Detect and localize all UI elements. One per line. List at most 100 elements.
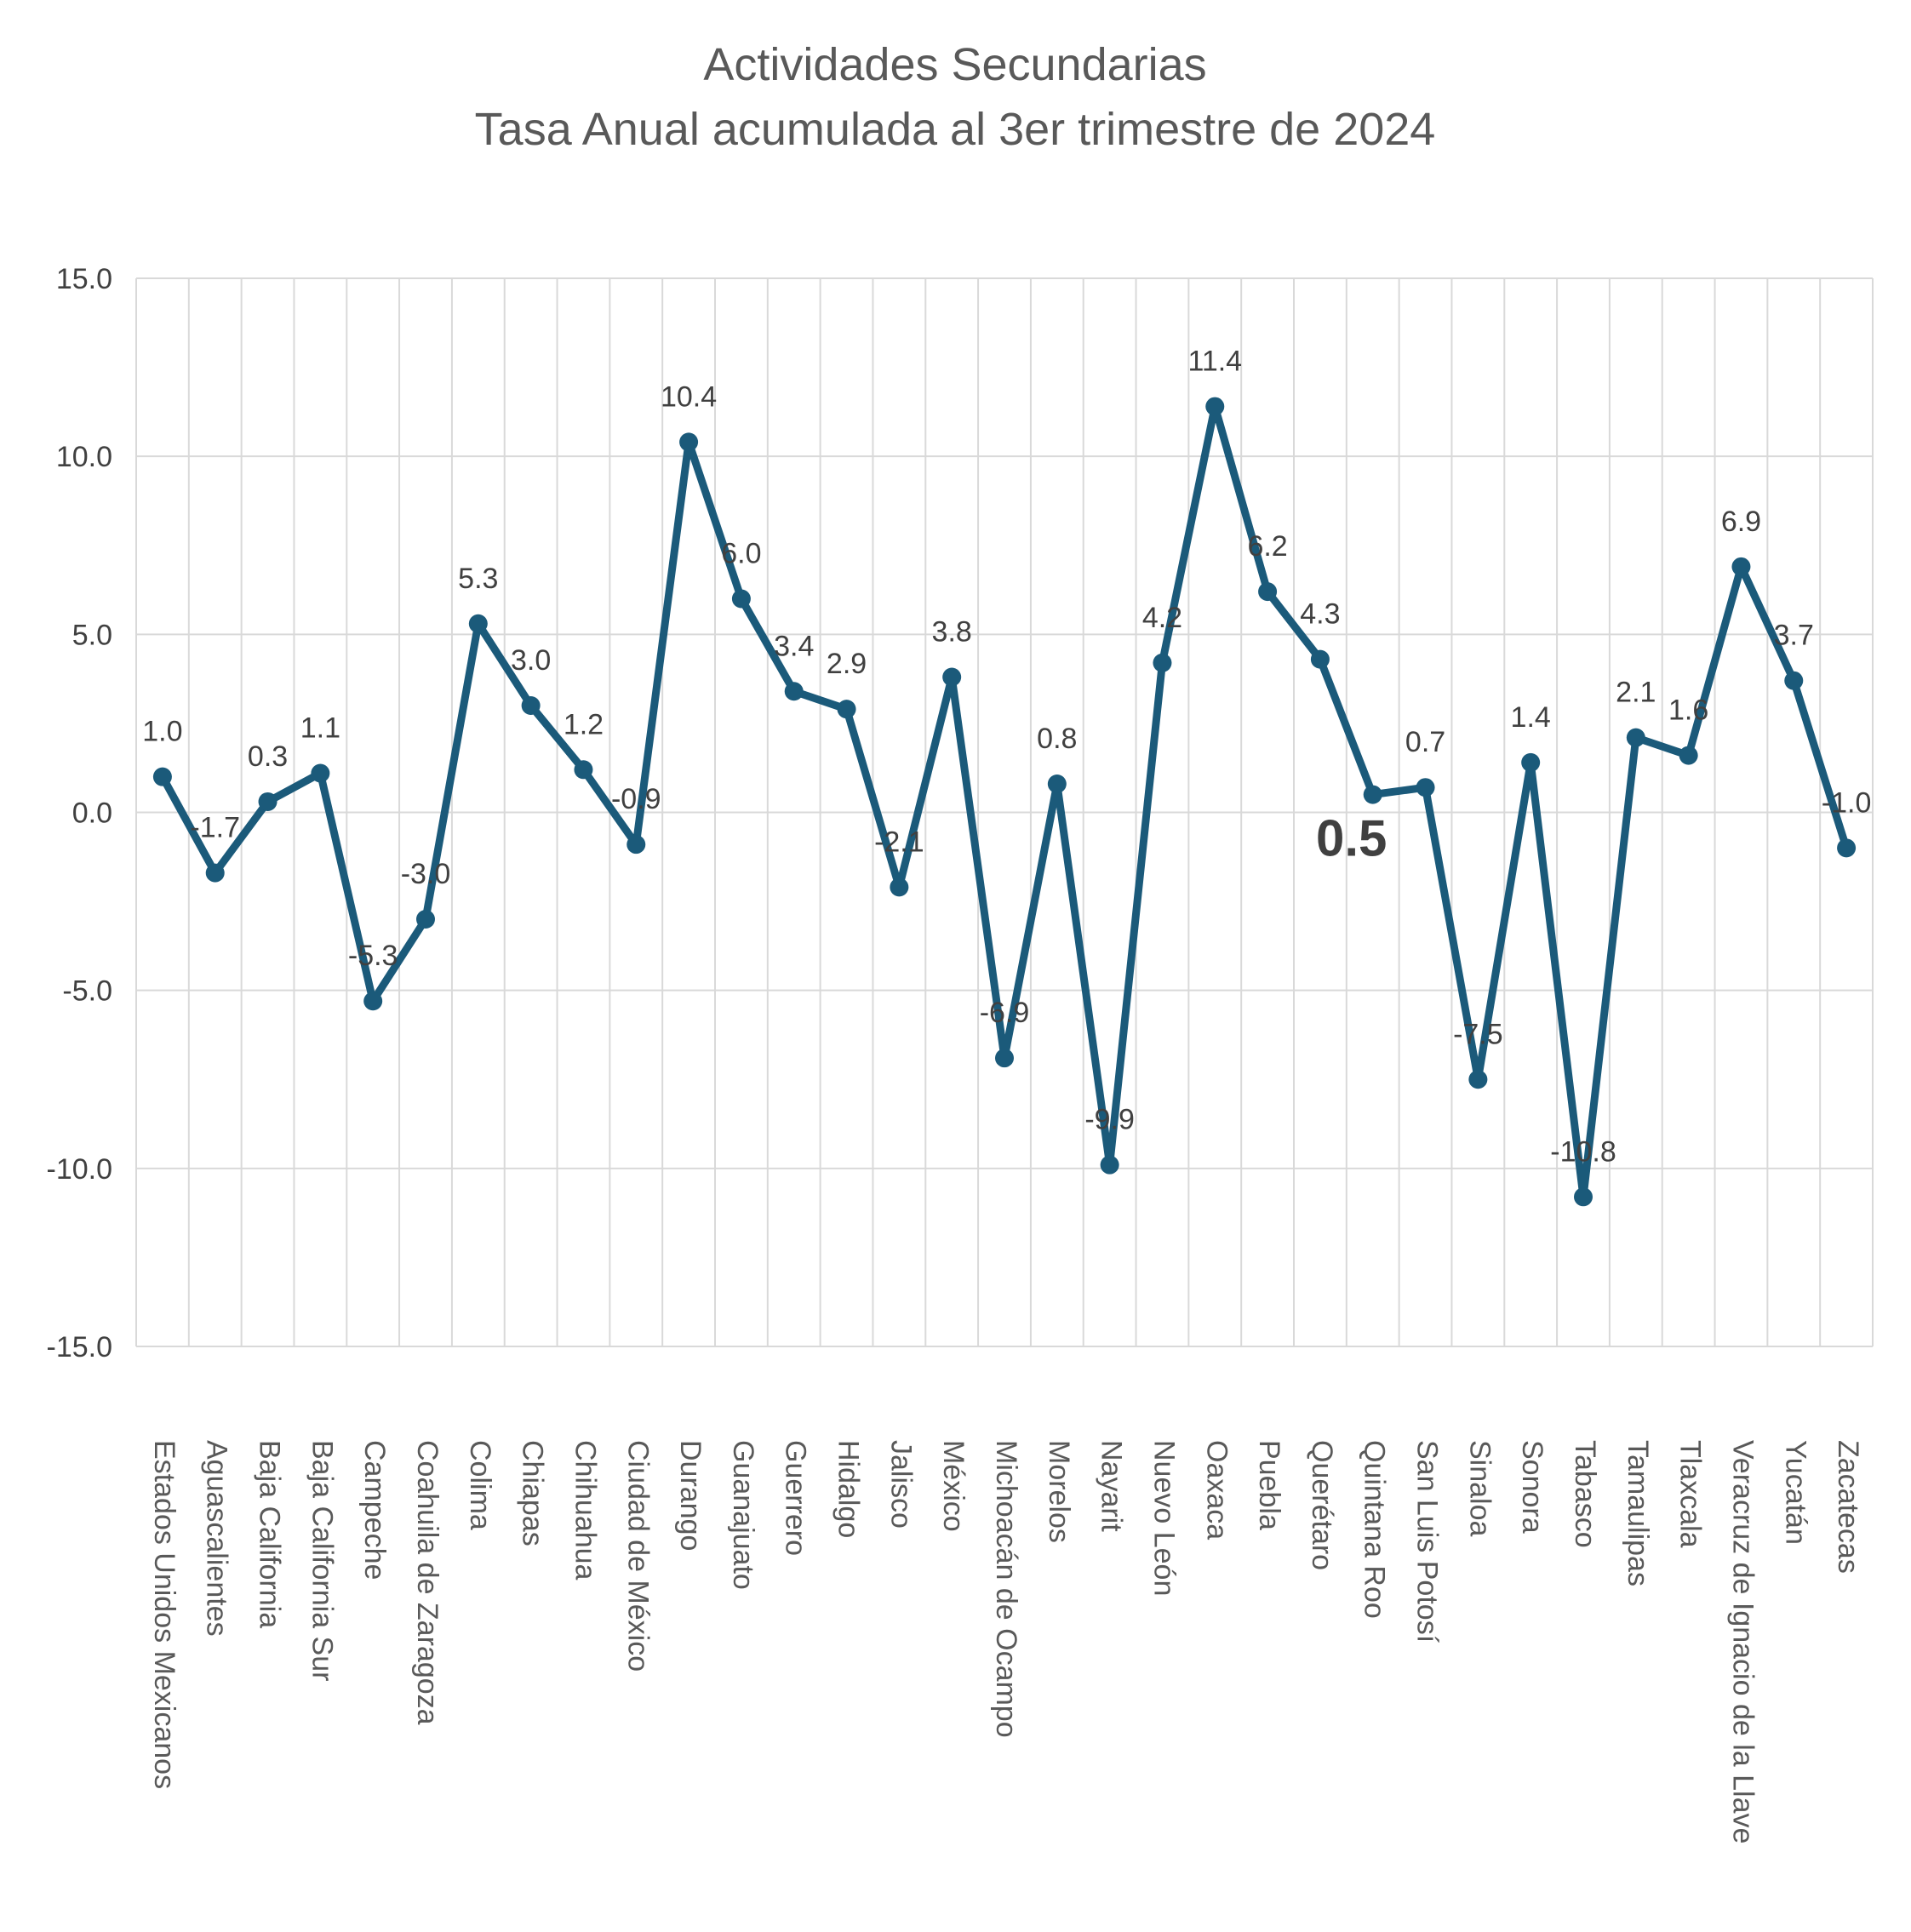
x-tick-label: Ciudad de México: [621, 1440, 654, 1672]
x-tick-label: Colima: [464, 1440, 496, 1530]
x-tick-label: Quintana Roo: [1359, 1440, 1391, 1619]
data-point: [1205, 397, 1225, 416]
data-point: [1784, 671, 1804, 690]
data-point: [258, 792, 277, 811]
data-label: 4.3: [1300, 598, 1340, 631]
data-label: 2.9: [827, 648, 867, 680]
y-tick-label: 5.0: [72, 619, 112, 651]
data-label: -3.0: [401, 858, 451, 890]
data-point: [205, 863, 225, 883]
data-label: 0.3: [248, 740, 288, 773]
data-label: -7.5: [1453, 1018, 1503, 1050]
x-tick-label: Durango: [674, 1440, 707, 1551]
x-tick-label: Chihuahua: [569, 1440, 601, 1580]
y-tick-label: -5.0: [62, 975, 112, 1008]
data-point: [1100, 1155, 1119, 1175]
data-label-highlight: 0.5: [1316, 810, 1387, 867]
y-axis-tick-labels: 15.0 10.0 5.0 0.0 -5.0 -10.0 -15.0: [47, 263, 113, 1363]
x-tick-label: Chiapas: [517, 1440, 549, 1546]
x-tick-label: Yucatán: [1779, 1440, 1811, 1545]
data-point: [1416, 778, 1435, 797]
series-line-group: [152, 397, 1857, 1207]
x-tick-label: Aguascalientes: [201, 1440, 233, 1637]
data-label: 1.2: [564, 708, 604, 740]
y-tick-label: 10.0: [56, 441, 112, 473]
data-point: [1837, 838, 1857, 858]
x-tick-label: México: [937, 1440, 970, 1532]
chart-title: Actividades Secundarias: [703, 39, 1206, 90]
x-tick-label: Sonora: [1516, 1440, 1548, 1534]
x-tick-label: Nayarit: [1096, 1440, 1128, 1532]
data-point: [574, 760, 593, 780]
data-label: 3.4: [774, 630, 814, 662]
data-label: 0.7: [1405, 726, 1445, 758]
x-axis-tick-labels: Estados Unidos Mexicanos Aguascalientes Ba…: [148, 1440, 1864, 1843]
data-point: [1468, 1070, 1488, 1089]
x-tick-label: Estados Unidos Mexicanos: [148, 1440, 180, 1789]
data-point: [1626, 728, 1645, 747]
data-point: [311, 763, 330, 783]
x-tick-label: Guanajuato: [727, 1440, 759, 1590]
x-tick-label: Michoacán de Ocampo: [990, 1440, 1022, 1738]
data-point: [784, 682, 804, 701]
data-label: -1.7: [190, 812, 240, 844]
data-label: -2.1: [874, 826, 924, 858]
data-label: -9.9: [1084, 1104, 1135, 1136]
data-point: [1153, 653, 1172, 672]
data-point: [152, 767, 172, 786]
x-tick-label: Tamaulipas: [1622, 1440, 1654, 1586]
data-label: -10.8: [1550, 1135, 1616, 1168]
data-label: 1.0: [142, 716, 182, 748]
data-point: [1731, 557, 1751, 576]
data-point: [1574, 1187, 1593, 1207]
x-tick-label: Jalisco: [884, 1440, 917, 1529]
data-label: -6.9: [980, 997, 1030, 1029]
x-tick-label: Coahuila de Zaragoza: [411, 1440, 443, 1725]
gridlines: [135, 277, 1874, 1347]
data-label: 1.4: [1511, 701, 1551, 734]
x-tick-label: Sinaloa: [1463, 1440, 1496, 1537]
data-point: [731, 589, 751, 609]
data-point: [521, 696, 541, 715]
x-tick-label: Querétaro: [1306, 1440, 1338, 1570]
x-tick-label: Zacatecas: [1832, 1440, 1864, 1574]
data-label: 5.3: [458, 563, 498, 595]
data-label: 6.2: [1247, 530, 1287, 563]
x-tick-label: Baja California: [254, 1440, 286, 1628]
x-tick-label: Guerrero: [780, 1440, 812, 1556]
x-tick-label: Tabasco: [1569, 1440, 1601, 1548]
data-point: [995, 1049, 1014, 1068]
y-tick-label: -15.0: [47, 1331, 113, 1363]
data-point: [679, 432, 699, 452]
data-point: [468, 614, 488, 633]
data-point: [837, 700, 856, 719]
x-tick-label: Veracruz de Ignacio de la Llave: [1726, 1440, 1759, 1843]
data-point: [1679, 746, 1698, 765]
x-tick-label: Baja California Sur: [306, 1440, 338, 1681]
data-label: 1.6: [1668, 694, 1708, 727]
data-point: [890, 877, 909, 897]
y-tick-label: 0.0: [72, 797, 112, 830]
y-tick-label: 15.0: [56, 263, 112, 295]
x-tick-label: Morelos: [1043, 1440, 1075, 1543]
data-point: [1258, 582, 1278, 602]
data-point: [942, 667, 962, 687]
x-tick-label: Campeche: [358, 1440, 391, 1580]
data-label: -5.3: [348, 940, 398, 972]
data-label: 10.4: [661, 380, 717, 413]
data-label: 3.7: [1774, 620, 1814, 652]
data-point: [1047, 775, 1067, 794]
x-tick-label: Hidalgo: [832, 1440, 865, 1538]
x-tick-label: San Luis Potosí: [1411, 1440, 1444, 1643]
data-label: 11.4: [1187, 346, 1242, 378]
data-label: 4.2: [1142, 602, 1182, 634]
data-point: [1363, 785, 1382, 804]
x-tick-label: Oaxaca: [1200, 1440, 1233, 1540]
x-tick-label: Puebla: [1253, 1440, 1285, 1530]
series-line: [158, 403, 1851, 1201]
data-point: [1310, 649, 1330, 669]
data-point: [363, 992, 383, 1011]
data-label: 3.8: [932, 616, 972, 649]
